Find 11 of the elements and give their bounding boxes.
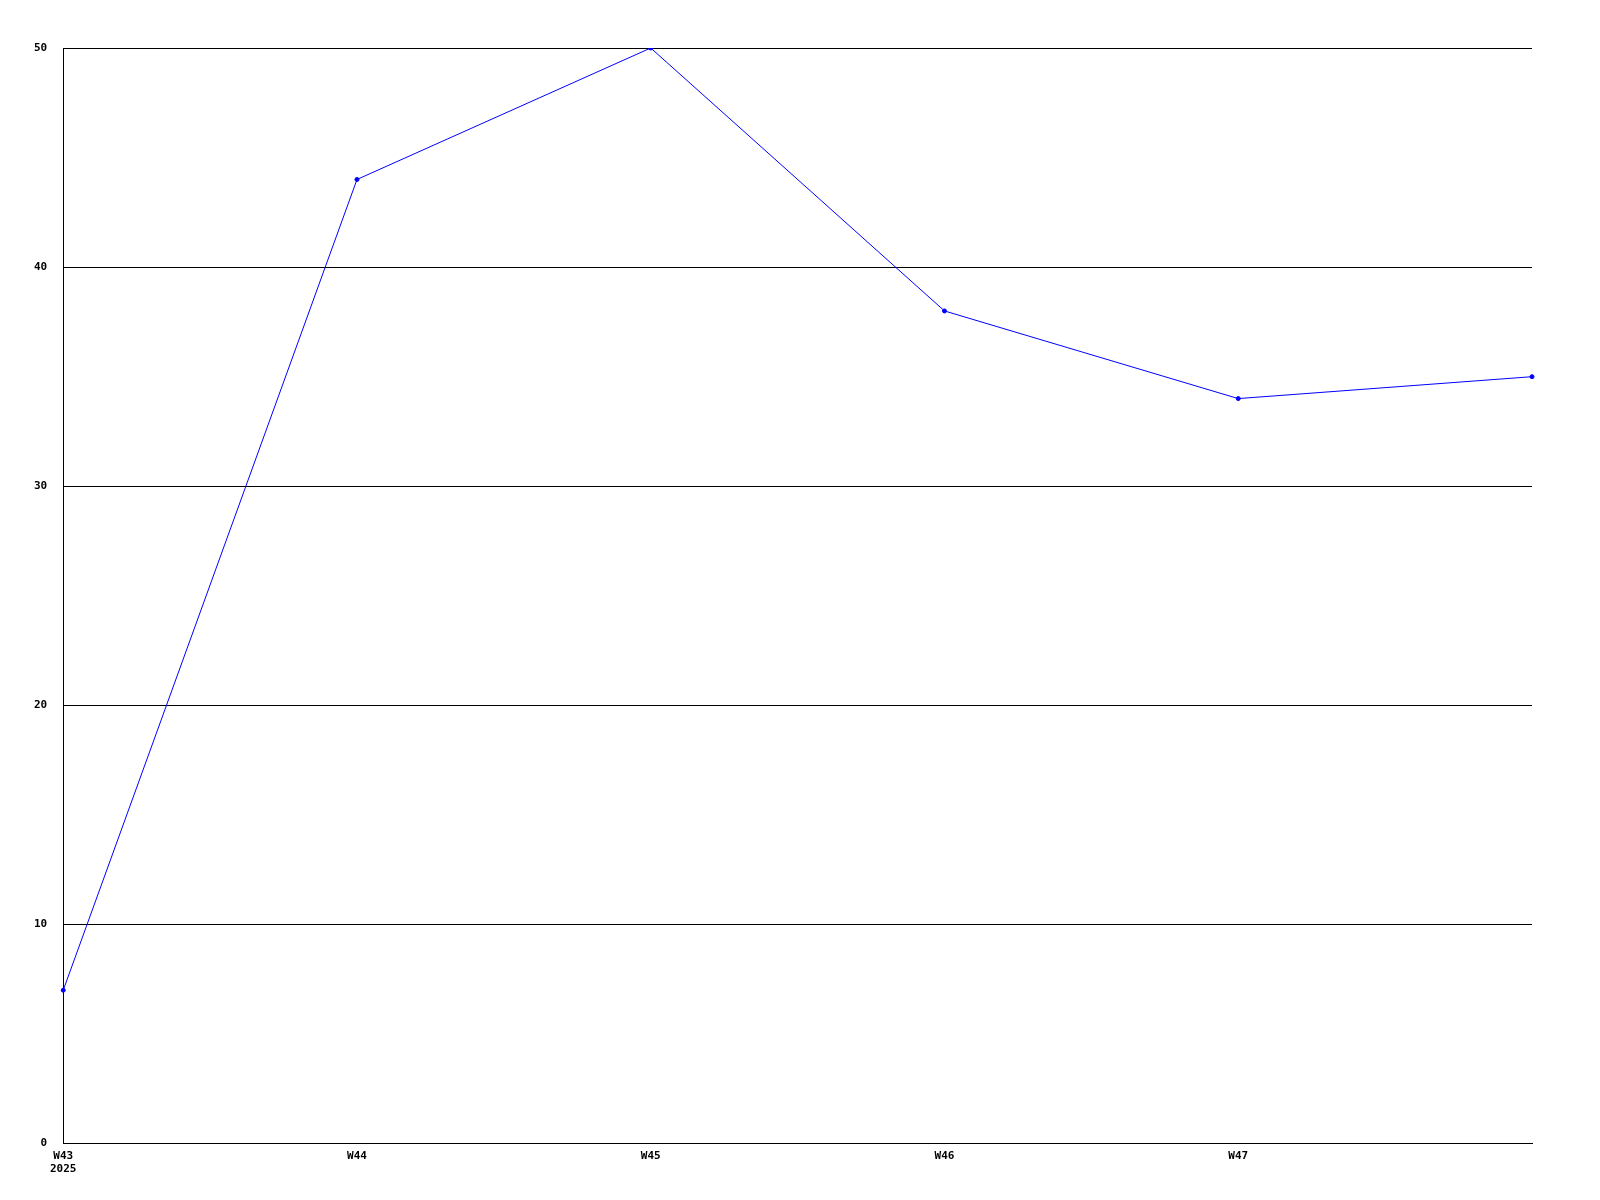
x-tick-label: W46 [934,1149,955,1163]
y-tick-label: 20 [34,698,48,712]
x-tick-label: W44 [347,1149,368,1163]
x-tick-label: W45 [640,1149,661,1163]
y-tick-label: 10 [34,917,48,931]
y-tick-label: 0 [40,1136,48,1150]
x-tick-label: W47 [1228,1149,1249,1163]
y-tick-label: 30 [34,479,48,493]
y-tick-label: 40 [34,259,48,273]
y-tick-label: 50 [34,40,48,54]
x-tick-label: W43 2025 [50,1149,77,1176]
